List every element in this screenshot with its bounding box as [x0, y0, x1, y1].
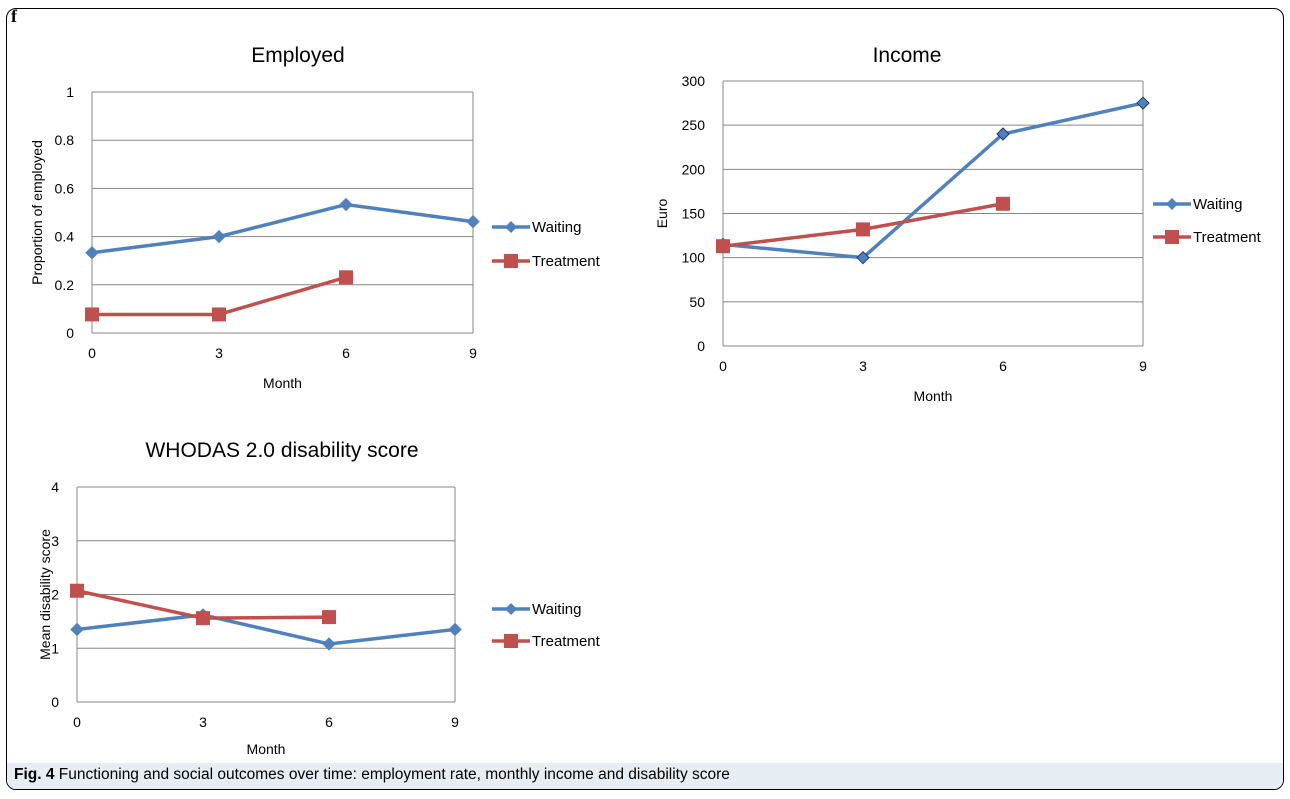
legend-marker-treatment [504, 254, 518, 268]
point-marker-waiting [466, 214, 480, 229]
y-tick-label: 1 [51, 640, 59, 656]
panel-letter: f [11, 6, 17, 26]
x-tick-label: 6 [325, 714, 333, 730]
point-marker-waiting [322, 637, 336, 651]
legend-marker-treatment [504, 634, 518, 648]
point-marker-waiting [339, 197, 353, 212]
y-tick-label: 250 [682, 117, 706, 133]
y-tick-label: 0.4 [55, 229, 75, 245]
y-tick-label: 2 [51, 587, 59, 603]
x-tick-label: 6 [999, 358, 1007, 374]
x-tick-label: 9 [1139, 358, 1147, 374]
legend-label-treatment: Treatment [532, 633, 601, 650]
x-tick-label: 3 [859, 358, 867, 374]
point-marker-waiting [996, 127, 1010, 141]
y-tick-label: 4 [51, 479, 59, 495]
legend-marker-waiting [505, 603, 517, 615]
chart-0: 0 0.2 0.4 0.6 0.8 1 0 3 6 9 Employed Month Proportio… [29, 44, 601, 391]
legend-label-waiting: Waiting [1193, 196, 1242, 213]
legend-label-treatment: Treatment [1193, 229, 1262, 246]
figure-caption: Fig. 4 Functioning and social outcomes o… [14, 766, 730, 784]
y-tick-label: 0 [697, 338, 705, 354]
point-marker-treatment [716, 239, 730, 254]
point-marker-treatment [196, 611, 210, 626]
point-marker-treatment [70, 583, 84, 598]
y-tick-label: 1 [66, 84, 74, 100]
x-tick-label: 9 [469, 345, 477, 361]
point-marker-waiting [448, 622, 462, 637]
caption-background [7, 763, 1283, 789]
y-axis-label: Euro [654, 199, 670, 229]
figure-frame [6, 8, 1284, 790]
caption-text: Functioning and social outcomes over tim… [58, 766, 730, 783]
point-marker-treatment [85, 307, 99, 322]
point-marker-waiting [70, 622, 84, 637]
legend-marker-waiting [505, 221, 517, 233]
y-axis-label: Mean disability score [37, 529, 53, 660]
point-marker-treatment [996, 196, 1010, 211]
series-line-waiting [91, 202, 474, 255]
y-tick-label: 0.2 [55, 277, 75, 293]
legend-marker-waiting [1166, 198, 1178, 210]
legend-label-waiting: Waiting [532, 601, 581, 618]
x-tick-label: 6 [342, 345, 350, 361]
point-marker-waiting [1136, 96, 1150, 110]
y-tick-label: 50 [689, 294, 705, 310]
y-tick-label: 0 [66, 325, 74, 341]
caption-label: Fig. 4 [14, 766, 55, 783]
legend-label-treatment: Treatment [532, 253, 601, 270]
x-tick-label: 0 [719, 358, 727, 374]
y-axis-label: Proportion of employed [29, 140, 45, 285]
point-marker-waiting [212, 229, 226, 244]
chart-title: Employed [251, 44, 344, 67]
point-marker-treatment [339, 270, 353, 285]
legend-label-waiting: Waiting [532, 219, 581, 236]
chart-2: 0 1 2 3 4 0 3 6 9 WHODAS 2.0 disability score Mont… [37, 439, 601, 757]
y-tick-label: 0.6 [55, 180, 75, 196]
chart-title: WHODAS 2.0 disability score [145, 439, 418, 462]
x-tick-label: 0 [73, 714, 81, 730]
y-tick-label: 0 [51, 694, 59, 710]
series-line-waiting [76, 613, 456, 646]
y-tick-label: 100 [682, 250, 706, 266]
point-marker-treatment [212, 307, 226, 322]
x-axis-label: Month [263, 375, 302, 391]
chart-1: 0 50 100 150 200 250 300 0 3 6 9 Income Month Euro Wai… [654, 44, 1262, 404]
y-tick-label: 150 [682, 206, 706, 222]
y-tick-label: 3 [51, 533, 59, 549]
y-tick-label: 300 [682, 73, 706, 89]
y-tick-label: 200 [682, 161, 706, 177]
legend-marker-treatment [1165, 230, 1179, 244]
x-axis-label: Month [914, 388, 953, 404]
series-line-waiting [722, 101, 1144, 260]
chart-title: Income [873, 44, 942, 67]
x-tick-label: 3 [199, 714, 207, 730]
x-tick-label: 9 [451, 714, 459, 730]
point-marker-waiting [85, 246, 99, 260]
x-axis-label: Month [247, 741, 286, 757]
x-tick-label: 3 [215, 345, 223, 361]
x-tick-label: 0 [88, 345, 96, 361]
y-tick-label: 0.8 [55, 132, 75, 148]
point-marker-treatment [856, 222, 870, 237]
point-marker-treatment [322, 610, 336, 625]
point-marker-waiting [856, 250, 870, 265]
